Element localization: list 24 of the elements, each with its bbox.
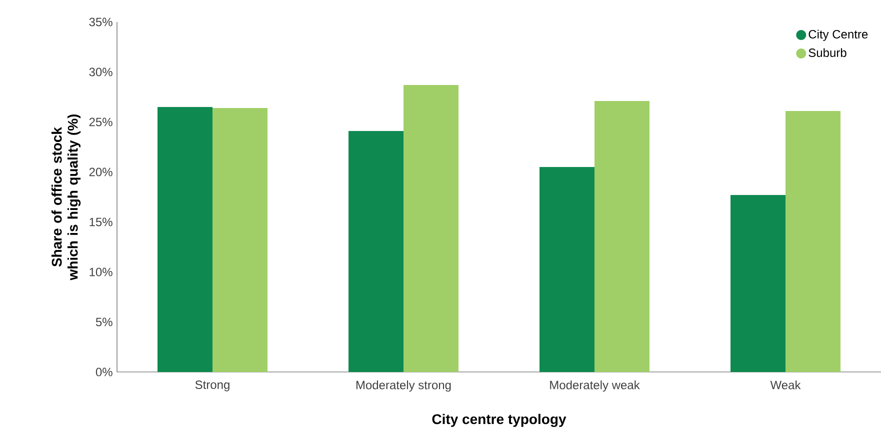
bar xyxy=(540,167,594,372)
y-tick-label: 15% xyxy=(90,218,112,226)
x-tick-label: Moderately strong xyxy=(356,380,451,392)
x-axis-title: City centre typology xyxy=(432,414,566,427)
y-tick-label: 25% xyxy=(89,118,112,126)
x-tick-label: Weak xyxy=(770,380,801,390)
x-tick-label: Moderately weak xyxy=(550,380,640,392)
bar xyxy=(348,131,404,372)
y-tick-label: 5% xyxy=(96,318,112,326)
x-tick-label: Strong xyxy=(195,380,230,392)
y-tick-label: 0% xyxy=(96,368,112,376)
y-axis-title: Share of office stock which is high quality (%) xyxy=(51,114,81,280)
y-tick-label: 10% xyxy=(90,268,112,276)
y-tick-label: 20% xyxy=(89,168,112,176)
bar xyxy=(404,85,458,372)
bar xyxy=(730,195,786,372)
y-tick-label: 30% xyxy=(89,68,112,76)
bar xyxy=(158,107,212,372)
legend-label: City Centre xyxy=(808,30,868,41)
bar xyxy=(594,101,650,372)
legend-label: Suburb xyxy=(808,48,846,57)
y-tick-label: 35% xyxy=(89,18,112,26)
bar xyxy=(212,108,268,372)
bar xyxy=(786,111,841,372)
